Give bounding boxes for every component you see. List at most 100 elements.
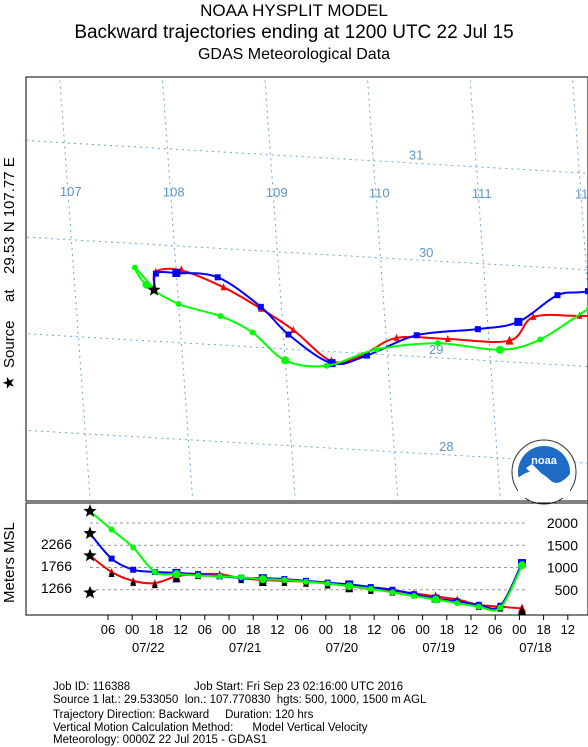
trajectory-point (495, 345, 504, 354)
trajectory-line-2 (153, 271, 588, 366)
longitude-label: 111 (472, 186, 492, 201)
date-label: 07/21 (229, 640, 262, 655)
trajectory-point (530, 312, 537, 320)
source-star (147, 283, 161, 296)
altitude-source-star-ground (83, 585, 97, 599)
time-tick-label: 12 (561, 622, 575, 637)
altitude-lines (83, 504, 526, 615)
time-tick-label: 00 (222, 622, 236, 637)
time-axis: 06 00 18 12 06 00 18 12 06 00 18 12 06 00 18 12 06 00 18 12… (101, 615, 575, 655)
altitude-point (497, 604, 504, 611)
noaa-logo-text: noaa (531, 455, 558, 467)
time-tick-label: 06 (294, 622, 308, 637)
start-height-label: 2266 (41, 536, 72, 552)
trajectory-point (514, 317, 523, 326)
latitude-label: 30 (419, 245, 433, 260)
info-line-1: Job ID: 116388 Job Start: Fri Sep 23 02:… (53, 681, 404, 693)
altitude-point (238, 574, 245, 581)
time-tick-label: 06 (391, 622, 405, 637)
trajectory-point (172, 268, 181, 277)
trajectory-point (217, 313, 224, 320)
trajectory-point (290, 325, 297, 333)
trajectory-point (214, 274, 221, 281)
altitude-point (130, 544, 137, 551)
source-coords: 29.53 N 107.77 E (1, 157, 18, 274)
trajectory-point (327, 359, 336, 368)
trajectory-point (323, 362, 330, 369)
trajectory-point (584, 288, 588, 295)
noaa-logo: noaa (511, 439, 577, 505)
altitude-point (172, 570, 181, 579)
time-tick-label: 18 (149, 622, 163, 637)
time-tick-label: 00 (512, 622, 526, 637)
info-line-4: Vertical Motion Calculation Method: Mode… (53, 721, 368, 734)
longitude-label: 107 (60, 184, 82, 199)
trajectory-point (474, 326, 481, 333)
trajectory-point (175, 300, 182, 307)
longitude-label: 110 (369, 186, 390, 201)
trajectory-point (249, 329, 256, 336)
time-tick-label: 18 (343, 622, 357, 637)
trajectory-point (281, 356, 290, 365)
info-line-3: Trajectory Direction: Backward Duration:… (53, 709, 314, 721)
altitude-ground-point (108, 569, 115, 577)
start-height-label: 1266 (41, 580, 72, 596)
altitude-ground-point (151, 581, 158, 589)
time-tick-label: 12 (464, 622, 478, 637)
trajectory-point (505, 335, 514, 345)
altitude-point (130, 566, 137, 573)
altitude-point (258, 575, 267, 584)
altitude-ylabel: Meters MSL (1, 522, 18, 603)
altitude-point (151, 568, 158, 575)
altitude-ground-point (518, 605, 526, 615)
altitude-grid: 500 1000 1500 2000 (90, 515, 578, 598)
job-info: Job ID: 116388 Job Start: Fri Sep 23 02:… (53, 681, 426, 747)
map-grid-labels: 107 108 109 110 111 112 31 30 29 28 (60, 148, 588, 455)
header-line-1: NOAA HYSPLIT MODEL (200, 1, 388, 20)
longitude-label: 108 (163, 185, 185, 200)
trajectory-point (285, 331, 292, 338)
trajectory-point (554, 292, 561, 299)
time-tick-label: 18 (246, 622, 260, 637)
date-label: 07/22 (132, 640, 165, 655)
altitude-tick-label: 1500 (547, 537, 578, 553)
latitude-label: 29 (429, 342, 443, 357)
trajectory-point (413, 332, 420, 339)
latitude-label: 31 (409, 148, 423, 163)
altitude-point (389, 589, 396, 596)
altitude-point (454, 600, 461, 607)
trajectory-point (444, 334, 451, 342)
date-label: 07/19 (422, 640, 455, 655)
time-tick-label: 06 (488, 622, 502, 637)
info-line-5: Meteorology: 0000Z 22 Jul 2015 - GDAS1 (53, 734, 268, 746)
time-tick-label: 00 (319, 622, 333, 637)
source-label: ★ Source at 29.53 N 107.77 E (1, 157, 18, 390)
altitude-tick-label: 500 (555, 582, 579, 598)
altitude-point (303, 578, 309, 585)
time-tick-label: 00 (125, 622, 139, 637)
altitude-tick-label: 1000 (547, 560, 578, 576)
trajectory-point (373, 346, 380, 353)
source-at: at (1, 289, 18, 302)
time-tick-label: 12 (367, 622, 381, 637)
time-tick-label: 12 (270, 622, 284, 637)
altitude-point (345, 582, 354, 591)
altitude-point (431, 595, 440, 604)
altitude-point (108, 526, 115, 533)
start-height-label: 1766 (41, 558, 72, 574)
altitude-point (475, 603, 482, 610)
altitude-point (518, 561, 526, 570)
altitude-point (411, 592, 417, 599)
altitude-source-star (83, 548, 97, 562)
map-grid (26, 77, 588, 501)
date-label: 07/18 (519, 640, 552, 655)
altitude-point (108, 555, 115, 562)
map-frame (25, 76, 588, 502)
longitude-label: 109 (266, 185, 288, 200)
trajectory-point (220, 283, 227, 291)
date-label: 07/20 (326, 640, 359, 655)
trajectory-point (393, 333, 400, 341)
time-tick-label: 12 (173, 622, 187, 637)
altitude-tick-label: 2000 (547, 515, 578, 531)
trajectory-point (363, 352, 370, 359)
